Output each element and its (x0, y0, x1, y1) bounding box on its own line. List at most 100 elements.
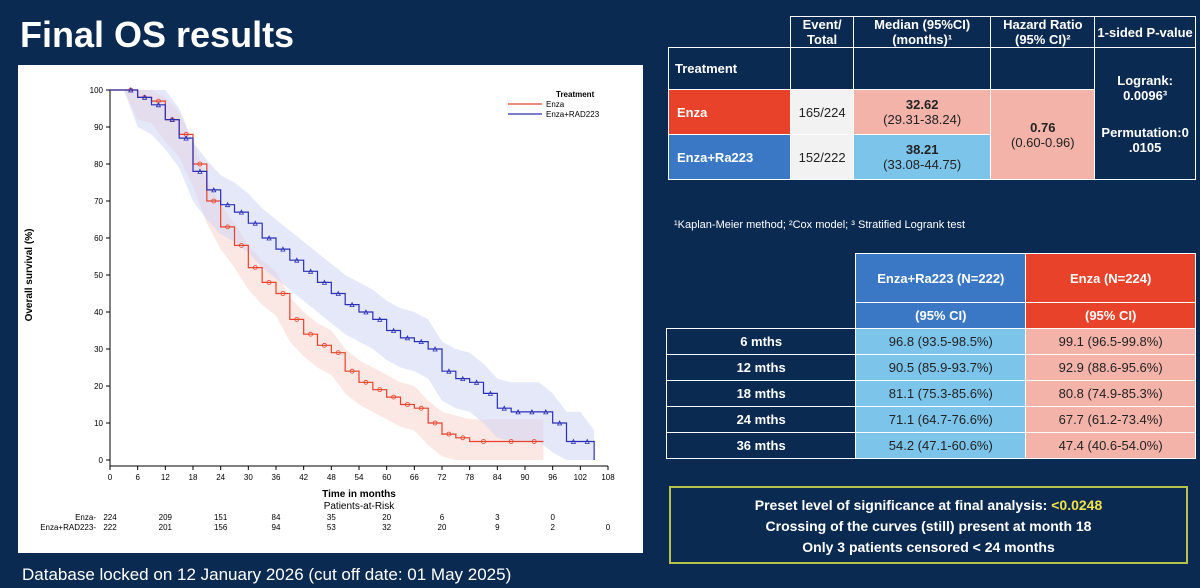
row-enzara-events: 152/222 (790, 134, 854, 180)
ci-band-enza-rad223 (110, 90, 595, 460)
y-tick-label: 100 (90, 86, 104, 95)
significance-box: Preset level of significance at final an… (669, 486, 1188, 564)
censor-mark (169, 116, 175, 122)
risk-row-label: Enza- (75, 513, 96, 522)
y-tick-label: 0 (99, 456, 104, 465)
censor-mark (363, 309, 369, 315)
censor-mark (501, 405, 507, 411)
risk-table-title: Patients-at-Risk (324, 501, 396, 512)
risk-count: 84 (272, 513, 281, 522)
censor-mark (211, 187, 217, 193)
x-tick-label: 0 (108, 473, 113, 482)
censor-mark (508, 439, 514, 444)
risk-row-label: Enza+RAD223- (40, 523, 96, 532)
ci-label-enzara: (95% CI) (855, 302, 1027, 329)
risk-count: 2 (550, 523, 555, 532)
censor-mark (584, 438, 590, 444)
row-enza-label: Enza (667, 89, 792, 135)
risk-count: 0 (606, 523, 611, 532)
censor-mark (322, 342, 327, 348)
results-table: Event/ Total Median (95%CI) (months)¹ Ha… (667, 16, 1196, 180)
landmark-value-enzara: 90.5 (85.9-93.7%) (855, 354, 1027, 381)
x-tick-label: 90 (521, 473, 530, 482)
significance-line1: Preset level of significance at final an… (754, 497, 1103, 513)
landmark-value-enzara: 81.1 (75.3-85.6%) (855, 380, 1027, 407)
landmark-table: Enza+Ra223 (N=222) Enza (N=224) (95% CI)… (665, 253, 1196, 459)
pvalue-logrank: Logrank: 0.0096³ (1117, 72, 1173, 103)
ci-label-enza: (95% CI) (1025, 302, 1196, 329)
censor-mark (432, 346, 438, 352)
x-tick-label: 30 (244, 473, 253, 482)
censor-mark (266, 279, 272, 285)
landmark-value-enzara: 54.2 (47.1-60.6%) (855, 432, 1027, 459)
censor-mark (307, 268, 314, 274)
censor-mark (183, 135, 189, 141)
censor-mark (432, 420, 438, 426)
col-header-events: Event/ Total (790, 16, 854, 48)
x-tick-label: 60 (382, 473, 391, 482)
landmark-row-label: 24 mths (665, 406, 857, 433)
risk-count: 35 (327, 513, 336, 522)
risk-count: 3 (495, 513, 500, 522)
y-tick-label: 90 (94, 123, 103, 132)
significance-value: <0.0248 (1051, 497, 1103, 513)
censor-mark (294, 316, 300, 322)
censor-mark (418, 338, 424, 344)
censor-mark (294, 257, 300, 263)
censor-mark (224, 201, 231, 208)
landmark-value-enza: 92.9 (88.6-95.6%) (1025, 354, 1196, 381)
pvalue-permutation: Permutation:0 .0105 (1101, 124, 1189, 155)
table-footnote: ¹Kaplan-Meier method; ²Cox model; ³ Stra… (674, 219, 966, 231)
landmark-row-label: 6 mths (665, 328, 857, 355)
risk-count: 0 (550, 513, 555, 522)
x-axis-label: Time in months (322, 489, 396, 500)
censor-mark (266, 235, 272, 241)
col-header-median: Median (95%CI) (months)¹ (852, 16, 992, 48)
risk-count: 224 (103, 513, 117, 522)
censor-mark (487, 390, 494, 396)
censor-mark (321, 279, 328, 285)
treatment-label: Treatment (667, 47, 792, 90)
censor-mark (128, 87, 134, 93)
y-axis-label: Overall survival (%) (24, 229, 35, 322)
legend-label: Enza+RAD223 (546, 110, 600, 119)
row-enzara-median: 38.21 (33.08-44.75) (852, 134, 992, 180)
censor-mark (363, 379, 369, 385)
censor-mark (570, 438, 577, 444)
censor-mark (239, 242, 244, 248)
y-tick-label: 20 (94, 382, 103, 391)
censor-mark (238, 209, 245, 215)
censor-mark (252, 220, 258, 226)
censor-mark (335, 290, 341, 296)
x-tick-label: 96 (548, 473, 557, 482)
censor-mark (543, 409, 549, 415)
x-tick-label: 54 (355, 473, 364, 482)
risk-count: 151 (214, 513, 228, 522)
legend-label: Enza (546, 100, 565, 109)
censor-mark (531, 439, 537, 444)
y-tick-label: 40 (94, 308, 103, 317)
x-tick-label: 24 (216, 473, 225, 482)
landmark-value-enza: 80.8 (74.9-85.3%) (1025, 380, 1196, 407)
x-tick-label: 6 (135, 473, 140, 482)
landmark-value-enza: 47.4 (40.6-54.0%) (1025, 432, 1196, 459)
censor-mark (211, 198, 217, 204)
risk-count: 32 (382, 523, 391, 532)
x-tick-label: 66 (410, 473, 419, 482)
hr-cell: 0.76 (0.60-0.96) (990, 89, 1096, 180)
censor-mark (404, 335, 411, 341)
censor-mark (308, 331, 313, 337)
censor-mark (155, 101, 162, 108)
y-tick-label: 70 (94, 197, 103, 206)
risk-count: 6 (440, 513, 445, 522)
significance-line3: Only 3 patients censored < 24 months (802, 539, 1055, 555)
censor-mark (280, 291, 286, 296)
risk-count: 20 (382, 513, 391, 522)
censor-mark (446, 368, 452, 374)
censor-mark (377, 316, 383, 322)
x-tick-label: 12 (161, 473, 170, 482)
risk-count: 156 (214, 523, 228, 532)
risk-count: 20 (438, 523, 447, 532)
landmark-value-enzara: 71.1 (64.7-76.6%) (855, 406, 1027, 433)
